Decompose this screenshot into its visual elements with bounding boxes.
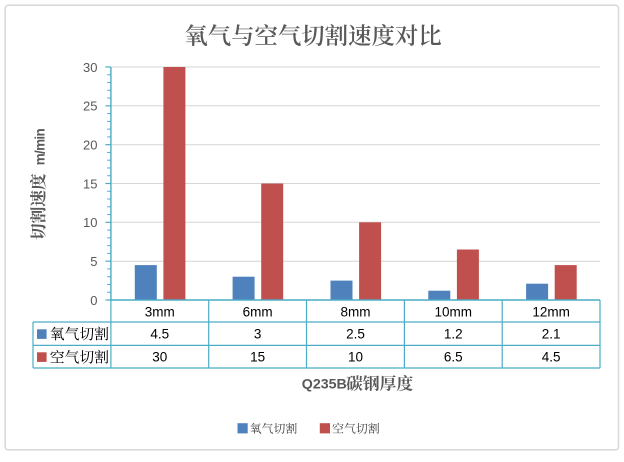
svg-text:10: 10: [348, 349, 363, 364]
svg-text:8mm: 8mm: [341, 304, 371, 319]
svg-text:0: 0: [90, 293, 97, 308]
svg-text:15: 15: [83, 176, 97, 191]
svg-text:25: 25: [83, 99, 97, 114]
svg-text:2.1: 2.1: [542, 326, 561, 341]
svg-text:2.5: 2.5: [346, 326, 365, 341]
svg-text:6.5: 6.5: [444, 349, 463, 364]
svg-text:12mm: 12mm: [532, 304, 570, 319]
svg-text:3mm: 3mm: [145, 304, 175, 319]
svg-text:1.2: 1.2: [444, 326, 463, 341]
svg-text:4.5: 4.5: [542, 349, 561, 364]
svg-text:30: 30: [83, 60, 97, 75]
svg-text:3: 3: [254, 326, 262, 341]
svg-text:m/min: m/min: [33, 128, 48, 165]
svg-text:6mm: 6mm: [243, 304, 273, 319]
svg-text:4.5: 4.5: [150, 326, 169, 341]
svg-text:10mm: 10mm: [435, 304, 473, 319]
svg-text:15: 15: [250, 349, 265, 364]
svg-text:10: 10: [83, 215, 97, 230]
svg-text:Q235B: Q235B: [302, 377, 347, 393]
svg-text:20: 20: [83, 138, 97, 153]
svg-text:30: 30: [152, 349, 167, 364]
svg-text:5: 5: [90, 254, 97, 269]
